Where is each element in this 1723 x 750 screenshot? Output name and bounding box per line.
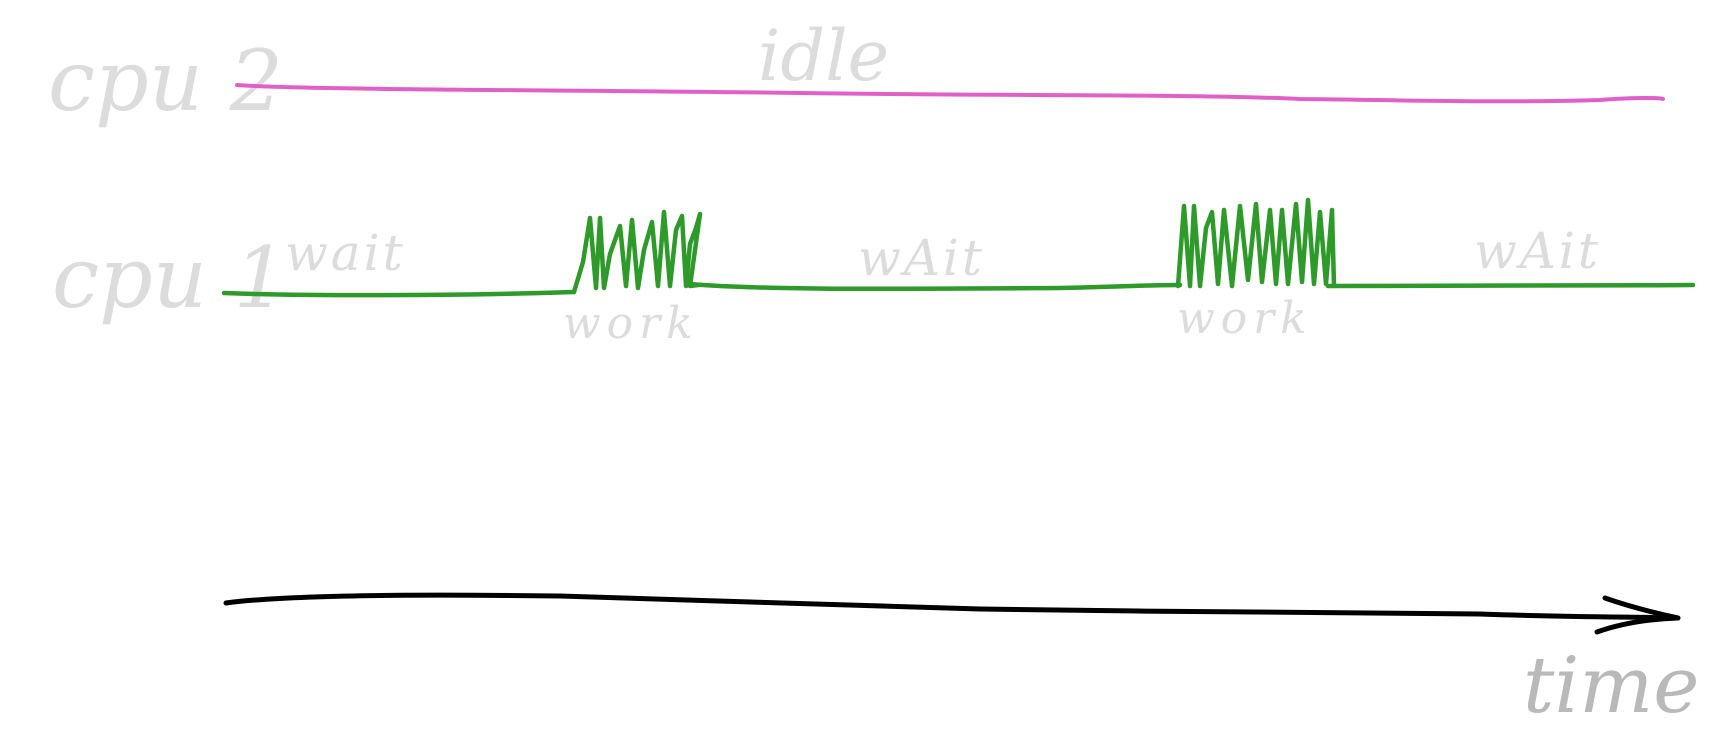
cpu1-label: cpu 1 — [52, 229, 287, 327]
cpu1-work-burst-1 — [571, 209, 703, 295]
work-label-2: work — [1177, 293, 1313, 344]
idle-label: idle — [758, 15, 889, 97]
cpu2-label: cpu 2 — [48, 32, 283, 130]
cpu1-wait-segment-3 — [1325, 282, 1696, 289]
wait-label-1: wait — [285, 224, 406, 282]
work-label-1: work — [563, 298, 699, 349]
cpu1-work-burst-2 — [1175, 197, 1337, 289]
wait-label-3: wAit — [1474, 222, 1601, 280]
time-axis-label: time — [1523, 641, 1699, 731]
cpu1-wait-segment-2 — [687, 281, 1183, 292]
cpu1-wait-segment-1 — [221, 289, 577, 298]
time-axis-arrowhead — [1594, 595, 1681, 635]
cpu2-idle-line — [235, 83, 1665, 104]
time-axis-line — [223, 592, 1680, 621]
wait-label-2: wAit — [858, 229, 985, 287]
